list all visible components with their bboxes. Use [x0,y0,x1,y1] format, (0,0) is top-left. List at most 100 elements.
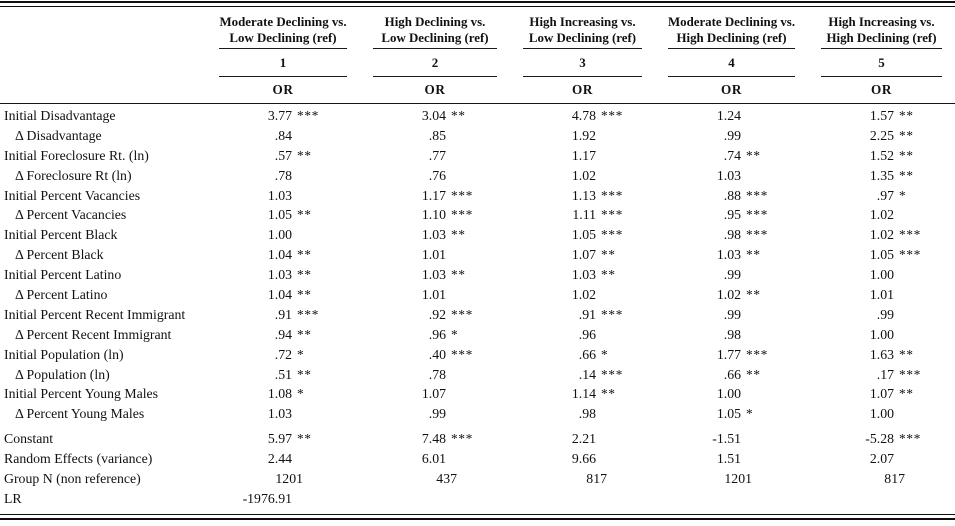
or-cell: 1.03 [655,168,808,184]
or-value: .99 [428,406,446,422]
or-cell: .99 [360,406,510,422]
or-value: 1.00 [869,406,894,422]
column-number: 4 [728,54,735,70]
or-cell: 3.04 ** [360,108,510,124]
or-cell: 1.07 ** [808,386,955,402]
table-row: Constant 5.97 ** 7.48 *** 2.21 -1.51 -5.… [0,429,955,449]
or-value: .85 [428,127,446,143]
significance-stars: *** [601,227,624,243]
or-cell: 1.03 ** [360,267,510,283]
or-cell: .40 *** [360,347,510,363]
significance-stars: ** [899,346,914,362]
column-title-line1: High Increasing vs. [828,15,935,29]
or-value: 1.01 [421,286,446,302]
significance-stars: *** [899,366,922,382]
or-cell: .77 [360,148,510,164]
significance-stars: ** [899,167,914,183]
or-value: .95 [723,207,741,223]
column-title-line2: Low Declining (ref) [528,30,637,45]
or-value: 1.00 [716,386,741,402]
or-cell: 1.01 [360,287,510,303]
or-cell: 1.77 *** [655,347,808,363]
row-label: Δ Percent Young Males [15,406,145,422]
or-value: 1.00 [869,326,894,342]
significance-stars: * [601,346,609,362]
or-cell: 1.57 ** [808,108,955,124]
significance-stars: ** [746,147,761,163]
row-label: Group N (non reference) [4,470,141,486]
or-value: 3.77 [267,107,292,123]
table-row: Initial Foreclosure Rt. (ln) .57 ** .77 … [0,146,955,166]
column-header: High Increasing vs. High Declining (ref)… [808,7,955,103]
column-number-rule: 4 [668,48,795,77]
or-cell: 1.05 * [655,406,808,422]
significance-stars: ** [601,386,616,402]
table-row: Δ Foreclosure Rt (ln) .78 .76 1.02 1.03 … [0,166,955,186]
table-row: Initial Population (ln) .72 * .40 *** .6… [0,345,955,365]
or-value: 1.63 [869,346,894,362]
significance-stars: *** [297,107,320,123]
or-value: 1.07 [421,386,446,402]
significance-stars: *** [601,187,624,203]
or-cell: .99 [655,267,808,283]
or-cell: .99 [655,307,808,323]
table-row: Group N (non reference) 1201 437 817 120… [0,469,955,489]
table-row: Δ Percent Latino 1.04 ** 1.01 1.02 1.02 … [0,285,955,305]
or-cell: 1.10 *** [360,207,510,223]
significance-stars: ** [297,286,312,302]
or-cell: 6.01 [360,451,510,467]
or-value: .99 [876,306,894,322]
row-label: Initial Percent Latino [4,267,122,283]
or-cell: .94 ** [206,327,360,343]
or-cell: 1.11 *** [510,207,655,223]
or-cell: .76 [360,168,510,184]
row-label: Δ Foreclosure Rt (ln) [15,167,132,183]
or-cell: 7.48 *** [360,431,510,447]
or-cell: 1.63 ** [808,347,955,363]
row-label: LR [4,490,22,506]
or-value: 1.05 [571,227,596,243]
or-cell: .51 ** [206,367,360,383]
significance-stars: ** [297,247,312,263]
or-value: 1.02 [716,286,741,302]
or-cell: 2.25 ** [808,128,955,144]
or-cell: 1.03 ** [655,247,808,263]
significance-stars: * [297,386,305,402]
or-value: .57 [274,147,292,163]
column-number-rule: 5 [821,48,942,77]
column-title: High Declining vs. Low Declining (ref) [360,7,510,48]
table-row: Initial Percent Black 1.00 1.03 ** 1.05 … [0,225,955,245]
or-value: 1.05 [267,207,292,223]
or-cell: .96 * [360,327,510,343]
table-row: Initial Percent Latino 1.03 ** 1.03 ** 1… [0,265,955,285]
row-label: Δ Percent Vacancies [15,207,127,223]
or-value: 1.77 [716,346,741,362]
column-header: High Increasing vs. Low Declining (ref) … [510,7,655,103]
or-cell: 1.05 *** [808,247,955,263]
or-cell: 2.07 [808,451,955,467]
or-cell: 817 [510,471,655,487]
or-value: 1.05 [869,247,894,263]
or-value: 1.07 [869,386,894,402]
or-value: 9.66 [571,451,596,467]
or-cell: 1.08 * [206,386,360,402]
column-title-line2: Low Declining (ref) [381,30,489,45]
significance-stars: ** [451,267,466,283]
or-value: 4.78 [571,107,596,123]
or-cell: .91 *** [206,307,360,323]
or-value: 3.04 [421,107,446,123]
column-title-line1: High Declining vs. [384,15,486,29]
table-row: Initial Percent Recent Immigrant .91 ***… [0,305,955,325]
or-cell: 1.24 [655,108,808,124]
or-value: 1.01 [869,286,894,302]
or-cell: 1.01 [808,287,955,303]
or-value: .74 [723,147,741,163]
table-row: LR -1976.91 [0,489,955,509]
or-value: .66 [723,366,741,382]
column-title-line2: High Declining (ref) [826,30,937,45]
row-label: Δ Percent Recent Immigrant [15,326,172,342]
or-value: 1.03 [716,167,741,183]
significance-stars: ** [297,326,312,342]
or-value: 5.97 [267,431,292,447]
or-cell: 1.03 [206,406,360,422]
